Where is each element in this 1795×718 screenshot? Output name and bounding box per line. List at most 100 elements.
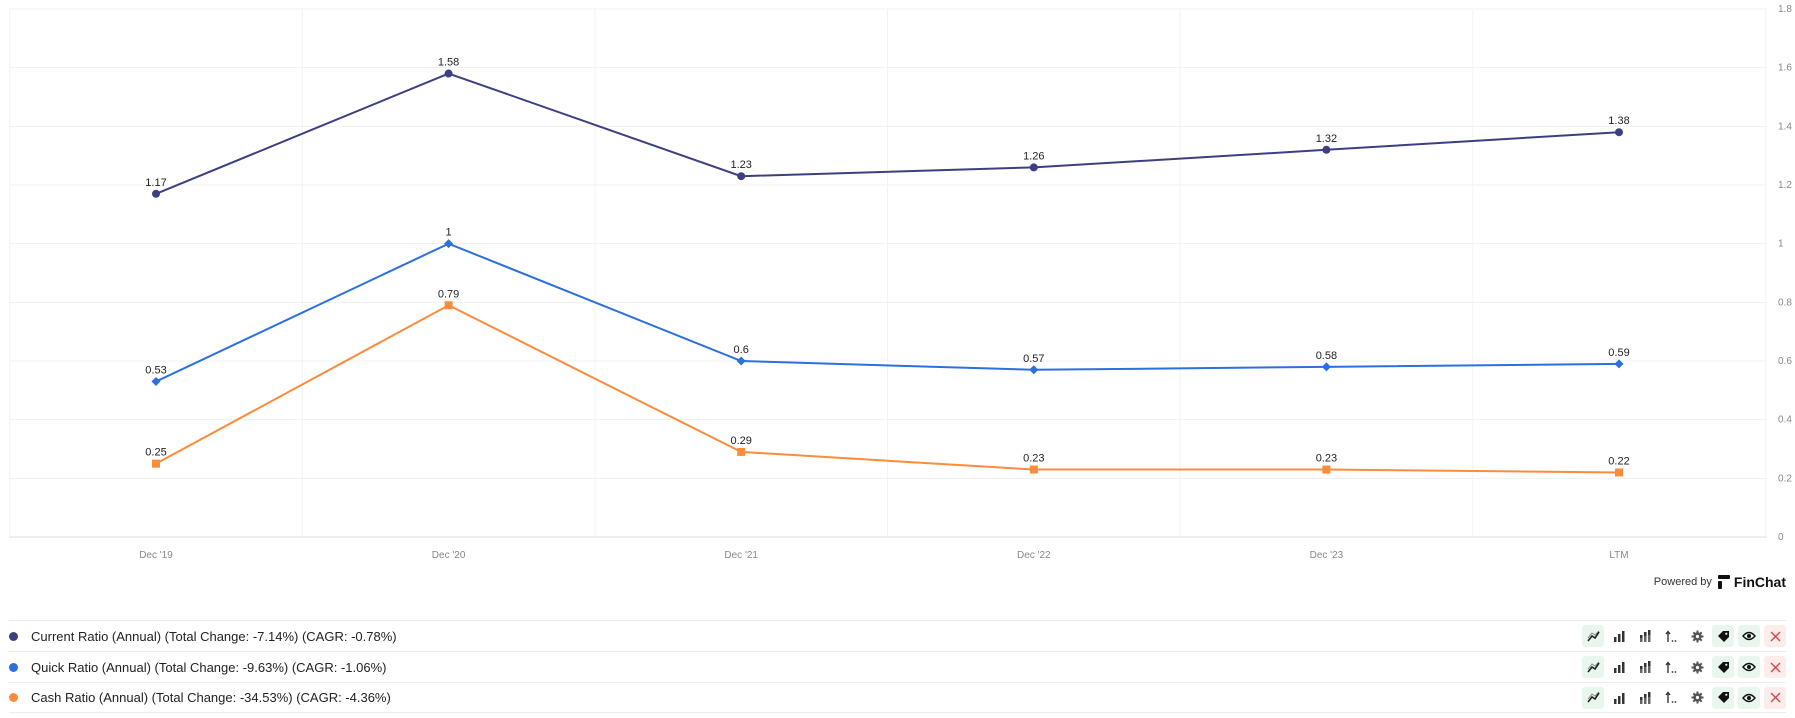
tag-button[interactable] — [1712, 686, 1734, 709]
sort-icon — [1664, 629, 1678, 643]
legend-label-quick-ratio: Quick Ratio (Annual) (Total Change: -9.6… — [31, 659, 387, 675]
data-point — [1029, 365, 1039, 375]
sort-button[interactable] — [1660, 687, 1682, 709]
series-legend: Current Ratio (Annual) (Total Change: -7… — [9, 620, 1786, 713]
data-point — [1029, 163, 1038, 172]
close-button[interactable] — [1764, 656, 1786, 678]
gear-icon — [1691, 661, 1704, 674]
line-chart-icon — [1586, 691, 1600, 704]
data-point — [152, 459, 160, 468]
data-label: 0.29 — [730, 435, 751, 447]
eye-button[interactable] — [1738, 656, 1760, 678]
y-tick-label: 1.2 — [1778, 180, 1792, 191]
sort-button[interactable] — [1660, 656, 1682, 678]
series-tools — [1582, 656, 1786, 678]
data-label: 0.53 — [145, 365, 166, 377]
line-chart-button[interactable] — [1582, 686, 1604, 709]
eye-icon — [1742, 661, 1756, 673]
data-point — [737, 172, 746, 181]
line-chart-icon — [1586, 630, 1600, 643]
y-tick-label: 1 — [1778, 239, 1784, 250]
tag-button[interactable] — [1712, 656, 1734, 678]
eye-button[interactable] — [1738, 686, 1760, 709]
gear-button[interactable] — [1686, 625, 1708, 647]
data-point — [152, 189, 160, 198]
bar-chart-button[interactable] — [1608, 656, 1630, 678]
stacked-bar-icon — [1639, 691, 1651, 704]
data-point — [151, 377, 161, 387]
y-tick-label: 0 — [1778, 532, 1784, 543]
sort-icon — [1664, 660, 1678, 674]
data-label: 1 — [446, 227, 452, 239]
y-tick-label: 0.4 — [1778, 415, 1792, 426]
legend-label-cash-ratio: Cash Ratio (Annual) (Total Change: -34.5… — [31, 690, 391, 705]
data-label: 1.32 — [1316, 133, 1337, 145]
series-line — [155, 304, 1620, 474]
powered-by: Powered by FinChat — [1654, 574, 1786, 590]
stacked-bar-button[interactable] — [1634, 656, 1656, 678]
y-tick-label: 0.6 — [1778, 356, 1792, 367]
tag-icon — [1717, 691, 1730, 704]
line-chart-button[interactable] — [1582, 625, 1604, 647]
legend-dot-cash-ratio — [9, 693, 18, 702]
close-icon — [1770, 631, 1781, 642]
data-point — [1614, 359, 1624, 369]
y-tick-label: 1.6 — [1778, 63, 1792, 74]
eye-icon — [1742, 692, 1756, 704]
x-tick-label: Dec '22 — [1017, 550, 1051, 561]
close-button[interactable] — [1764, 625, 1786, 647]
tag-icon — [1717, 661, 1730, 674]
bar-chart-button[interactable] — [1608, 687, 1630, 709]
data-label: 0.59 — [1608, 347, 1629, 359]
eye-button[interactable] — [1738, 625, 1760, 647]
x-tick-label: LTM — [1609, 550, 1628, 561]
data-point — [444, 301, 453, 310]
close-button[interactable] — [1764, 686, 1786, 709]
sort-icon — [1664, 691, 1678, 704]
stacked-bar-button[interactable] — [1634, 625, 1656, 647]
series-line — [155, 72, 1620, 195]
x-tick-label: Dec '19 — [139, 550, 173, 561]
gear-button[interactable] — [1686, 656, 1708, 678]
data-point — [1322, 465, 1331, 474]
legend-row-quick-ratio: Quick Ratio (Annual) (Total Change: -9.6… — [9, 651, 1786, 682]
y-tick-label: 0.8 — [1778, 297, 1792, 308]
data-label: 1.38 — [1608, 115, 1629, 127]
bar-chart-icon — [1613, 661, 1625, 673]
legend-dot-current-ratio — [9, 631, 18, 641]
data-point — [1615, 468, 1623, 477]
tag-button[interactable] — [1712, 625, 1734, 647]
sort-button[interactable] — [1660, 625, 1682, 647]
chart-grid — [9, 8, 1767, 538]
data-point — [1321, 362, 1331, 372]
bar-chart-icon — [1613, 692, 1625, 704]
x-tick-label: Dec '23 — [1310, 550, 1344, 561]
legend-row-cash-ratio: Cash Ratio (Annual) (Total Change: -34.5… — [9, 682, 1786, 713]
data-label: 1.58 — [438, 57, 459, 69]
data-label: 0.23 — [1316, 453, 1337, 465]
data-point — [444, 239, 454, 249]
data-point — [1615, 128, 1623, 137]
y-tick-label: 0.2 — [1778, 473, 1792, 484]
data-label: 0.58 — [1316, 350, 1337, 362]
line-chart-icon — [1586, 661, 1600, 674]
x-tick-label: Dec '20 — [432, 550, 466, 561]
series-tools — [1582, 686, 1786, 709]
ratio-line-chart: 0 0.2 0.4 0.6 0.8 1 1.2 1.4 1.6 1.8 Dec '19 Dec '2… — [9, 4, 1792, 561]
data-point — [736, 356, 746, 366]
data-point — [1029, 465, 1038, 474]
tag-icon — [1717, 630, 1730, 643]
data-label: 0.57 — [1023, 353, 1044, 365]
stacked-bar-button[interactable] — [1634, 687, 1656, 709]
data-label: 1.26 — [1023, 150, 1044, 162]
finchat-brand-name: FinChat — [1733, 574, 1786, 590]
data-point — [737, 447, 746, 456]
series-tools — [1582, 625, 1786, 647]
bar-chart-button[interactable] — [1608, 625, 1630, 647]
data-label: 0.23 — [1023, 453, 1044, 465]
gear-button[interactable] — [1686, 687, 1708, 709]
line-chart-button[interactable] — [1582, 656, 1604, 678]
close-icon — [1770, 662, 1781, 673]
eye-icon — [1742, 630, 1756, 642]
data-label: 0.79 — [438, 288, 459, 300]
